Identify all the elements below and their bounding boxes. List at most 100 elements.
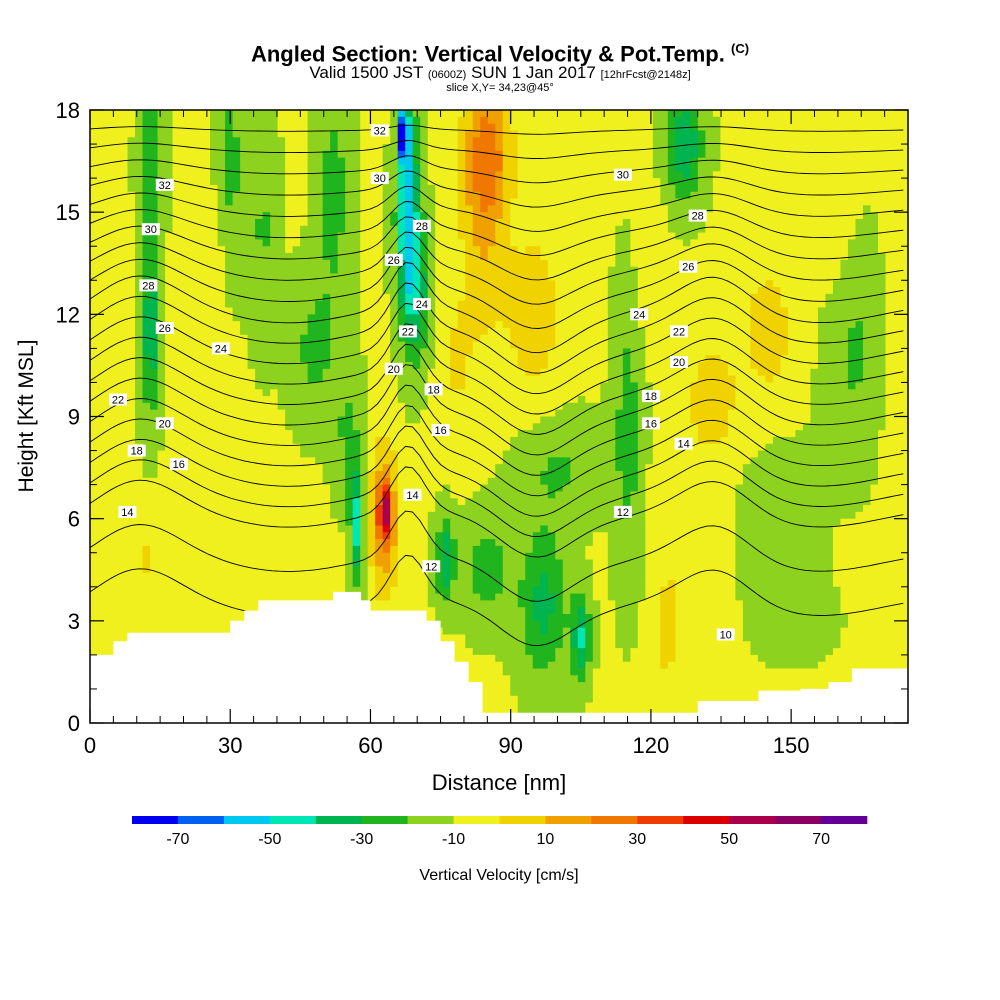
colorbar-swatch xyxy=(223,816,271,824)
contour-label: 20 xyxy=(388,364,400,376)
contour-label-bg xyxy=(118,505,137,518)
y-tick-label: 18 xyxy=(56,98,80,123)
contour-label-bg xyxy=(384,362,403,375)
contour-label: 20 xyxy=(673,357,685,369)
contour-label: 24 xyxy=(633,309,645,321)
colorbar-tick-label: -10 xyxy=(442,831,465,848)
contour-label: 28 xyxy=(692,211,704,223)
contour-label-bg xyxy=(370,124,389,137)
contour-label-bg xyxy=(613,505,632,518)
contour-label: 20 xyxy=(159,418,171,430)
x-axis-label: Distance [nm] xyxy=(432,770,567,795)
contour-label-bg xyxy=(679,260,698,273)
pot-temp-contour-17 xyxy=(90,364,904,456)
pot-temp-contour-19 xyxy=(90,323,904,415)
contour-label-bg xyxy=(403,488,422,501)
contour-label: 22 xyxy=(402,326,414,338)
pot-temp-contour-29 xyxy=(90,155,904,184)
y-tick-label: 0 xyxy=(68,711,80,736)
contour-label: 18 xyxy=(131,446,143,458)
contour-label: 16 xyxy=(173,459,185,471)
pot-temp-contour-27 xyxy=(90,185,904,232)
contour-label-bg xyxy=(139,279,158,292)
colorbar-label: Vertical Velocity [cm/s] xyxy=(419,867,578,884)
pot-temp-contour-18 xyxy=(90,343,904,435)
y-tick-label: 6 xyxy=(68,507,80,532)
contour-label: 28 xyxy=(416,221,428,233)
contour-label: 22 xyxy=(112,395,124,407)
contour-label: 18 xyxy=(427,384,439,396)
contour-label-bg xyxy=(109,393,127,406)
pot-temp-contour-10 xyxy=(90,554,904,647)
pot-temp-contour-12 xyxy=(90,466,904,558)
colorbar-tick-label: 70 xyxy=(812,831,830,848)
colorbar-tick-label: 10 xyxy=(537,831,555,848)
contour-label: 14 xyxy=(677,439,689,451)
pot-temp-contour-13 xyxy=(90,445,904,538)
contour-label-bg xyxy=(141,223,160,236)
colorbar-swatch xyxy=(315,816,362,824)
contour-label-bg xyxy=(670,356,688,368)
colorbar-tick-label: -30 xyxy=(350,831,373,848)
pot-temp-contour-21 xyxy=(90,282,904,374)
contour-label: 18 xyxy=(645,391,657,403)
contour-label-bg xyxy=(127,444,146,457)
contour-label-bg xyxy=(716,628,735,641)
contour-label-bg xyxy=(670,325,688,338)
contour-label: 28 xyxy=(142,280,154,292)
contour-label-bg xyxy=(384,253,403,266)
y-tick-label: 9 xyxy=(68,405,80,430)
contour-label: 12 xyxy=(425,561,437,573)
pot-temp-contour-26 xyxy=(90,201,904,257)
contour-label-bg xyxy=(211,342,230,355)
x-tick-label: 60 xyxy=(358,733,382,758)
colorbar-swatch xyxy=(775,816,822,824)
contour-label-bg xyxy=(613,168,632,181)
chart-slice-info: slice X,Y= 34,23@45° xyxy=(446,82,554,95)
pot-temp-contours xyxy=(90,110,904,647)
colorbar-swatch xyxy=(361,816,408,824)
contour-label-bg xyxy=(370,172,389,185)
contour-label-bg xyxy=(630,308,649,321)
contour-label: 22 xyxy=(673,326,685,338)
contour-label-bg xyxy=(155,322,174,334)
contour-label-bg xyxy=(431,424,450,437)
x-tick-label: 150 xyxy=(773,733,810,758)
x-tick-label: 90 xyxy=(498,733,522,758)
x-tick-label: 30 xyxy=(218,733,242,758)
y-tick-label: 12 xyxy=(56,302,80,327)
pot-temp-contour-28 xyxy=(90,170,904,208)
contour-label-bg xyxy=(155,178,174,191)
contour-labels: 32 30 28 26 24 22 20 18 16 14 32 30 28 26 24 22 20 18 16 14… xyxy=(109,124,735,642)
colorbar-swatch xyxy=(499,816,546,824)
terrain-mask xyxy=(90,591,908,723)
contour-label-bg xyxy=(641,390,660,403)
contour-label-bg xyxy=(674,437,693,450)
velocity-field xyxy=(90,110,908,723)
y-tick-label: 3 xyxy=(68,609,80,634)
chart-subtitle: Valid 1500 JST (0600Z) SUN 1 Jan 2017 [1… xyxy=(309,63,691,83)
pot-temp-contour-30 xyxy=(90,140,904,159)
pot-temp-contour-23 xyxy=(90,246,904,329)
colorbar-swatch xyxy=(269,816,317,824)
contour-label: 32 xyxy=(159,180,171,192)
contour-label: 16 xyxy=(434,425,446,437)
contour-label: 12 xyxy=(617,507,629,519)
contour-label: 30 xyxy=(617,170,629,182)
contour-label: 14 xyxy=(121,507,133,519)
contour-label: 10 xyxy=(720,630,732,642)
colorbar-swatch xyxy=(637,816,684,824)
axes: 0 30 60 90 120 150 0 3 6 9 12 15 18 xyxy=(56,98,908,758)
contour-label-bg xyxy=(424,383,443,396)
pot-temp-contour-22 xyxy=(90,262,904,354)
pot-temp-contour-15 xyxy=(90,405,904,497)
y-tick-label: 15 xyxy=(56,200,80,225)
colorbar-swatch xyxy=(683,816,730,824)
colorbar: -70 -50 -30 -10 10 30 50 70 xyxy=(132,816,868,848)
contour-label-bg xyxy=(688,209,707,222)
contour-label: 30 xyxy=(145,224,157,236)
pot-temp-contour-25 xyxy=(90,216,904,281)
contour-label-bg xyxy=(412,219,431,232)
x-tick-label: 0 xyxy=(84,733,96,758)
colorbar-tick-label: 50 xyxy=(720,831,738,848)
